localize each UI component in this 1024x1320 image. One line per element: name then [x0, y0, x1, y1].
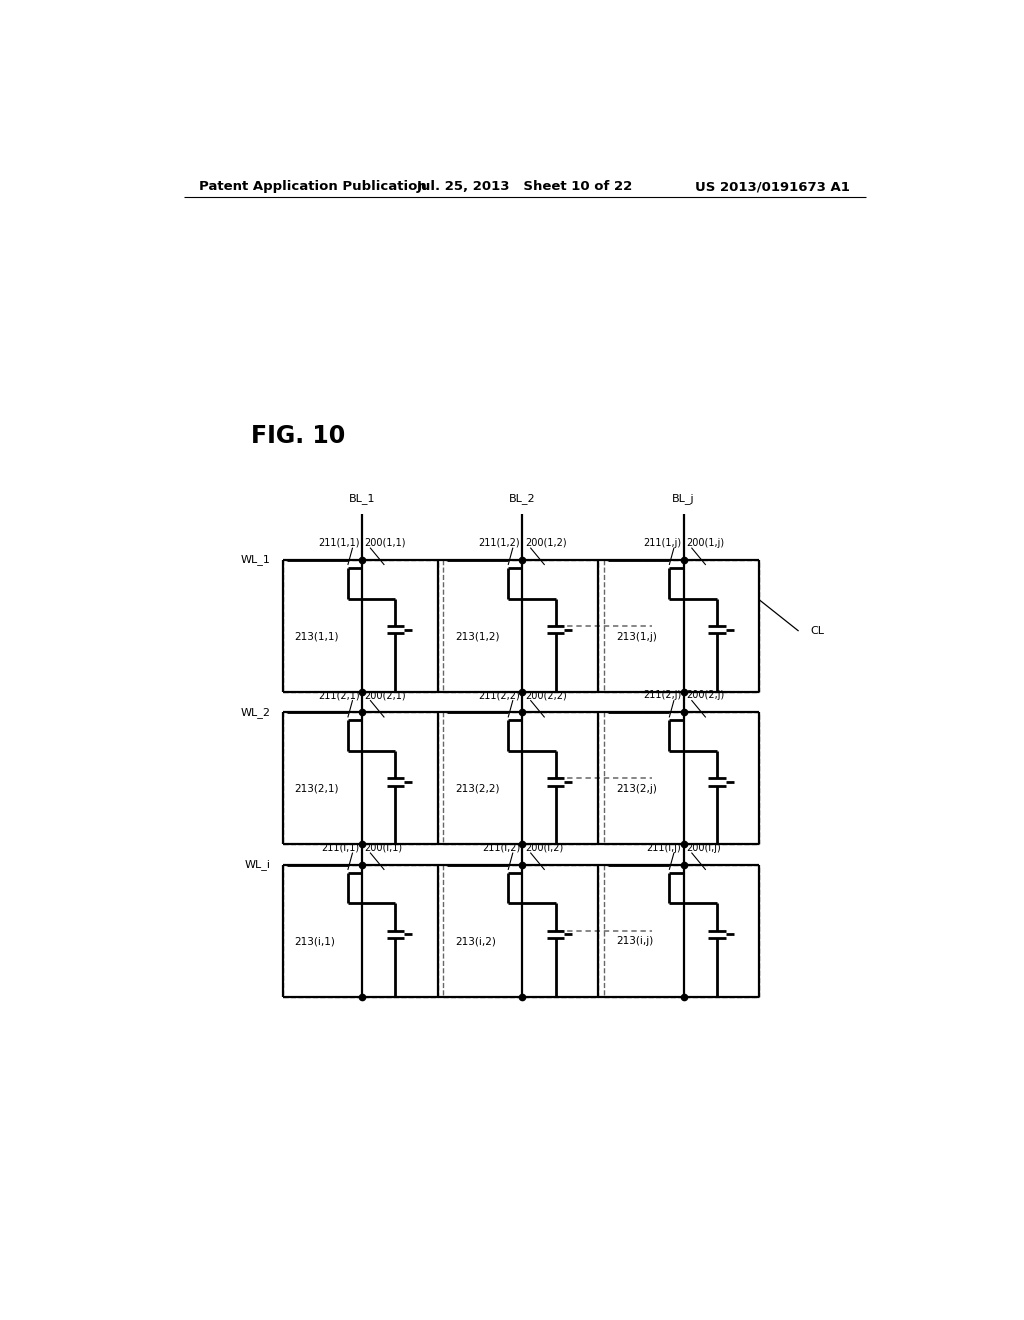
- Text: 211(2,j): 211(2,j): [643, 690, 681, 700]
- Text: 213(2,j): 213(2,j): [616, 784, 657, 793]
- Text: 200(2,1): 200(2,1): [365, 690, 407, 700]
- Text: CL: CL: [811, 626, 824, 636]
- Bar: [604, 713, 759, 845]
- Text: 211(1,j): 211(1,j): [643, 537, 681, 548]
- Text: 211(2,2): 211(2,2): [478, 690, 520, 700]
- Text: US 2013/0191673 A1: US 2013/0191673 A1: [695, 181, 850, 193]
- Text: 211(i,1): 211(i,1): [322, 842, 359, 853]
- Text: 200(i,2): 200(i,2): [524, 842, 563, 853]
- Text: 211(1,1): 211(1,1): [318, 537, 359, 548]
- Bar: [443, 713, 598, 845]
- Text: 213(1,2): 213(1,2): [455, 631, 500, 642]
- Text: 200(2,j): 200(2,j): [686, 690, 724, 700]
- Text: Jul. 25, 2013   Sheet 10 of 22: Jul. 25, 2013 Sheet 10 of 22: [417, 181, 633, 193]
- Bar: [443, 560, 598, 692]
- Text: 200(1,1): 200(1,1): [365, 537, 406, 548]
- Text: 211(2,1): 211(2,1): [318, 690, 359, 700]
- Text: 213(i,2): 213(i,2): [455, 936, 496, 946]
- Text: 200(i,1): 200(i,1): [365, 842, 402, 853]
- Text: 211(i,j): 211(i,j): [646, 842, 681, 853]
- Text: 213(i,1): 213(i,1): [295, 936, 336, 946]
- Text: 213(2,2): 213(2,2): [455, 784, 500, 793]
- Bar: [443, 865, 598, 997]
- Text: 200(1,j): 200(1,j): [686, 537, 724, 548]
- Text: BL_j: BL_j: [672, 494, 695, 504]
- Text: BL_1: BL_1: [349, 494, 376, 504]
- Text: 200(i,j): 200(i,j): [686, 842, 721, 853]
- Text: WL_2: WL_2: [241, 708, 270, 718]
- Text: BL_2: BL_2: [509, 494, 536, 504]
- Text: 200(2,2): 200(2,2): [524, 690, 566, 700]
- Text: 200(1,2): 200(1,2): [524, 537, 566, 548]
- Text: 211(1,2): 211(1,2): [478, 537, 520, 548]
- Bar: [604, 865, 759, 997]
- Text: 211(i,2): 211(i,2): [481, 842, 520, 853]
- Text: 213(1,j): 213(1,j): [616, 631, 657, 642]
- Text: WL_i: WL_i: [245, 859, 270, 870]
- Text: 213(1,1): 213(1,1): [295, 631, 339, 642]
- Bar: [283, 865, 437, 997]
- Text: FIG. 10: FIG. 10: [251, 424, 345, 447]
- Text: Patent Application Publication: Patent Application Publication: [200, 181, 427, 193]
- Text: 213(2,1): 213(2,1): [295, 784, 339, 793]
- Bar: [604, 560, 759, 692]
- Bar: [283, 560, 437, 692]
- Text: 213(i,j): 213(i,j): [616, 936, 653, 946]
- Bar: [283, 713, 437, 845]
- Text: WL_1: WL_1: [241, 554, 270, 565]
